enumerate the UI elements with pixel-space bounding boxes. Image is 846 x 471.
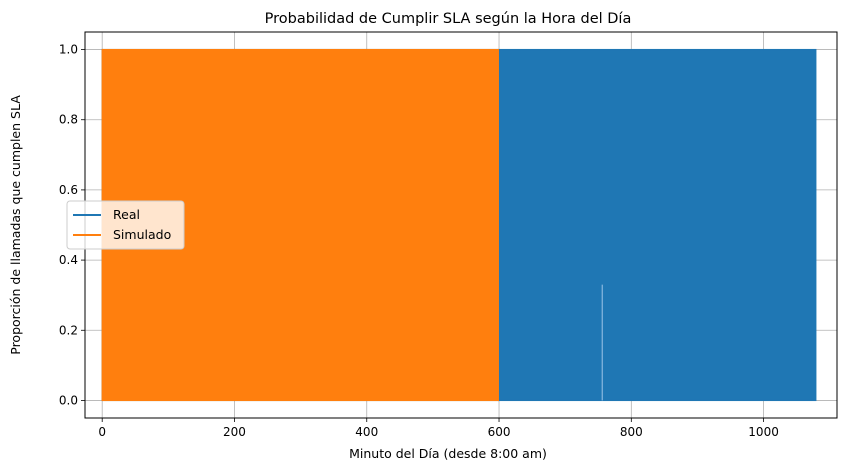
y-axis-ticks: 0.0 0.2 0.4 0.6 0.8 1.0 [59, 43, 85, 407]
y-tick-label: 1.0 [59, 43, 78, 57]
legend: Real Simulado [66, 200, 185, 250]
series-layer [101, 48, 817, 402]
y-tick-label: 0.2 [59, 323, 78, 337]
legend-real-label: Real [113, 207, 140, 222]
legend-box [66, 200, 185, 250]
x-tick-label: 400 [355, 425, 378, 439]
y-tick-label: 0.4 [59, 253, 78, 267]
x-tick-label: 600 [488, 425, 511, 439]
y-tick-label: 0.6 [59, 183, 78, 197]
chart-title: Probabilidad de Cumplir SLA según la Hor… [265, 11, 632, 27]
x-tick-label: 200 [223, 425, 246, 439]
x-axis-label: Minuto del Día (desde 8:00 am) [349, 446, 547, 461]
x-tick-label: 1000 [748, 425, 779, 439]
x-axis-ticks: 0 200 400 600 800 1000 [98, 418, 779, 439]
x-tick-label: 800 [620, 425, 643, 439]
legend-simulado-label: Simulado [113, 227, 171, 242]
y-axis-label: Proporción de llamadas que cumplen SLA [8, 95, 23, 355]
y-tick-label: 0.0 [59, 393, 78, 407]
x-tick-label: 0 [98, 425, 106, 439]
y-tick-label: 0.8 [59, 113, 78, 127]
